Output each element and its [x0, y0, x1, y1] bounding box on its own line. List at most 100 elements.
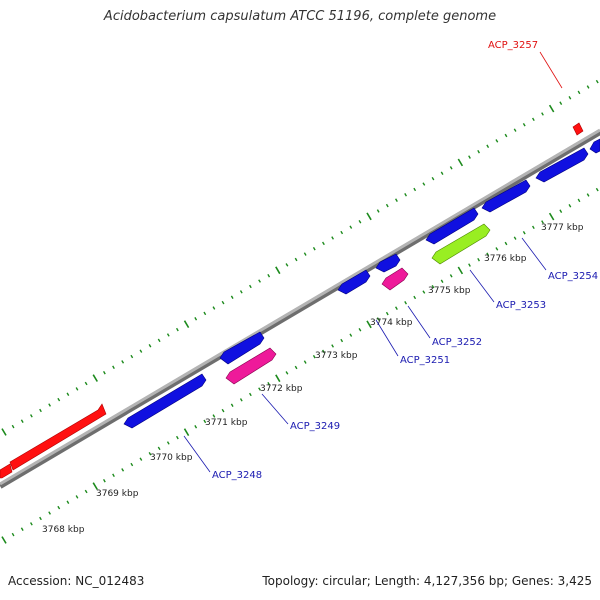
minor-tick — [29, 414, 33, 418]
leader-line — [469, 269, 495, 303]
minor-tick — [239, 398, 243, 402]
minor-tick — [221, 408, 225, 413]
minor-tick — [340, 230, 344, 235]
minor-tick — [440, 279, 444, 283]
scale-label: 3768 kbp — [42, 525, 85, 535]
minor-tick — [139, 349, 143, 353]
minor-tick — [513, 128, 517, 132]
gene-feature-blue[interactable] — [481, 179, 531, 213]
minor-tick — [29, 522, 33, 526]
gene-feature-magenta[interactable] — [381, 267, 409, 291]
minor-tick — [431, 176, 435, 181]
gene-label[interactable]: ACP_3248 — [212, 470, 262, 481]
scale-label: 3773 kbp — [315, 351, 358, 361]
major-tick — [275, 266, 281, 275]
gene-feature-red[interactable] — [0, 463, 13, 479]
gene-feature-blue[interactable] — [123, 373, 207, 429]
minor-tick — [294, 257, 298, 262]
minor-tick — [239, 290, 243, 294]
minor-tick — [20, 419, 24, 423]
minor-tick — [504, 133, 508, 138]
minor-tick — [568, 204, 572, 208]
minor-tick — [331, 344, 335, 348]
minor-tick — [84, 381, 88, 386]
minor-tick — [194, 317, 198, 321]
gene-feature-lime[interactable] — [431, 223, 491, 265]
minor-tick — [322, 241, 325, 246]
minor-tick — [130, 462, 134, 467]
minor-tick — [57, 505, 61, 510]
gene-labels: ACP_3257 ACP_3254 ACP_3253 ACP_3252 ACP_… — [212, 40, 598, 481]
minor-tick — [112, 365, 115, 370]
minor-tick — [559, 209, 563, 213]
leader-line — [183, 435, 211, 473]
minor-tick — [595, 187, 599, 192]
gene-label[interactable]: ACP_3253 — [496, 300, 546, 311]
minor-tick — [376, 209, 380, 213]
minor-tick — [303, 252, 307, 256]
minor-tick — [148, 452, 152, 456]
minor-tick — [468, 155, 471, 159]
gene-feature-red[interactable] — [9, 403, 107, 471]
major-tick — [548, 104, 555, 113]
gene-feature-magenta[interactable] — [225, 347, 277, 385]
minor-tick — [148, 344, 152, 348]
minor-tick — [75, 387, 79, 391]
gene-feature-blue[interactable] — [425, 207, 479, 245]
minor-tick — [84, 489, 88, 494]
minor-tick — [39, 408, 42, 413]
gene-feature-red[interactable] — [572, 122, 584, 136]
minor-tick — [294, 365, 298, 370]
minor-tick — [413, 295, 417, 300]
minor-tick — [312, 354, 316, 359]
minor-tick — [422, 182, 426, 186]
minor-tick — [340, 338, 344, 343]
minor-tick — [312, 246, 316, 251]
reverse-strand-features — [123, 138, 600, 429]
minor-tick — [385, 203, 389, 208]
minor-tick — [477, 149, 481, 154]
minor-tick — [376, 317, 380, 321]
minor-tick — [66, 392, 70, 396]
leader-line — [407, 305, 431, 339]
gene-feature-blue[interactable] — [375, 253, 401, 273]
backbone-shadow — [0, 129, 600, 489]
gene-label[interactable]: ACP_3257 — [488, 40, 538, 51]
minor-tick — [595, 79, 599, 84]
minor-tick — [486, 144, 490, 149]
gene-feature-blue[interactable] — [219, 331, 265, 365]
gene-feature-blue[interactable] — [337, 269, 371, 295]
minor-tick — [75, 495, 79, 499]
minor-tick — [20, 527, 24, 531]
gene-feature-blue[interactable] — [589, 138, 600, 154]
minor-tick — [230, 295, 234, 299]
major-tick — [548, 212, 555, 221]
scale-label: 3771 kbp — [205, 418, 248, 428]
minor-tick — [449, 274, 453, 278]
minor-tick — [48, 511, 52, 515]
gene-feature-blue[interactable] — [535, 147, 589, 183]
minor-tick — [102, 370, 106, 375]
minor-tick — [541, 112, 544, 116]
minor-tick — [221, 300, 225, 305]
scale-label: 3770 kbp — [150, 453, 193, 463]
minor-tick — [203, 419, 207, 424]
minor-tick — [194, 425, 198, 429]
minor-tick — [568, 96, 572, 100]
minor-tick — [175, 327, 179, 332]
backbone-highlight — [0, 128, 600, 486]
gene-label[interactable]: ACP_3254 — [548, 271, 598, 282]
gene-label[interactable]: ACP_3252 — [432, 337, 482, 348]
major-tick — [92, 374, 98, 382]
gene-label[interactable]: ACP_3251 — [400, 355, 450, 366]
leader-line — [261, 393, 289, 425]
minor-tick — [559, 101, 563, 105]
minor-tick — [121, 468, 125, 472]
minor-tick — [48, 403, 52, 407]
minor-tick — [486, 252, 490, 257]
major-tick — [183, 428, 190, 437]
minor-tick — [513, 236, 517, 240]
gene-label[interactable]: ACP_3249 — [290, 421, 340, 432]
forward-strand-features — [0, 122, 584, 479]
minor-tick — [395, 198, 398, 202]
